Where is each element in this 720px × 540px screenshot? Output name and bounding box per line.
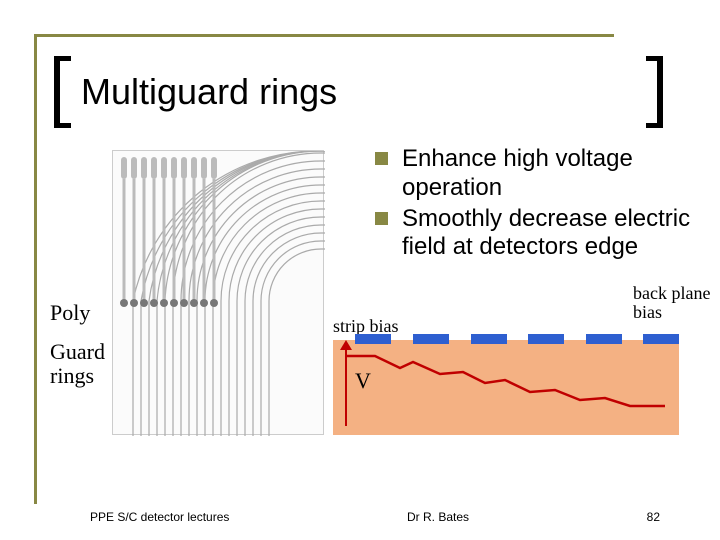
accent-left (34, 34, 37, 504)
electrode (643, 334, 679, 344)
electrode (413, 334, 449, 344)
bullet-list: Enhance high voltage operationSmoothly d… (375, 145, 695, 264)
bullet-item: Smoothly decrease electric field at dete… (375, 205, 695, 263)
bracket-left-icon (53, 56, 75, 128)
bullet-icon (375, 152, 388, 165)
potential-curve (345, 348, 679, 428)
footer-center: Dr R. Bates (407, 510, 469, 524)
label-guard: Guard rings (50, 340, 110, 388)
footer-right: 82 (647, 510, 660, 524)
electrode (528, 334, 564, 344)
electrode (586, 334, 622, 344)
page-title: Multiguard rings (81, 71, 337, 113)
footer-left: PPE S/C detector lectures (90, 510, 229, 524)
cross-section-diagram: strip bias back plane bias V (333, 320, 679, 435)
bullet-text: Enhance high voltage operation (402, 145, 695, 203)
label-poly: Poly (50, 300, 90, 326)
title-row: Multiguard rings (53, 56, 343, 128)
footer: PPE S/C detector lectures Dr R. Bates 82 (0, 510, 720, 524)
detector-svg (113, 151, 325, 436)
bullet-item: Enhance high voltage operation (375, 145, 695, 203)
electrode (355, 334, 391, 344)
bullet-icon (375, 212, 388, 225)
bracket-right-icon (642, 56, 664, 128)
bullet-text: Smoothly decrease electric field at dete… (402, 205, 695, 263)
detector-micrograph (112, 150, 324, 435)
electrode (471, 334, 507, 344)
label-back-plane-bias: back plane bias (633, 284, 720, 322)
accent-top (34, 34, 614, 37)
